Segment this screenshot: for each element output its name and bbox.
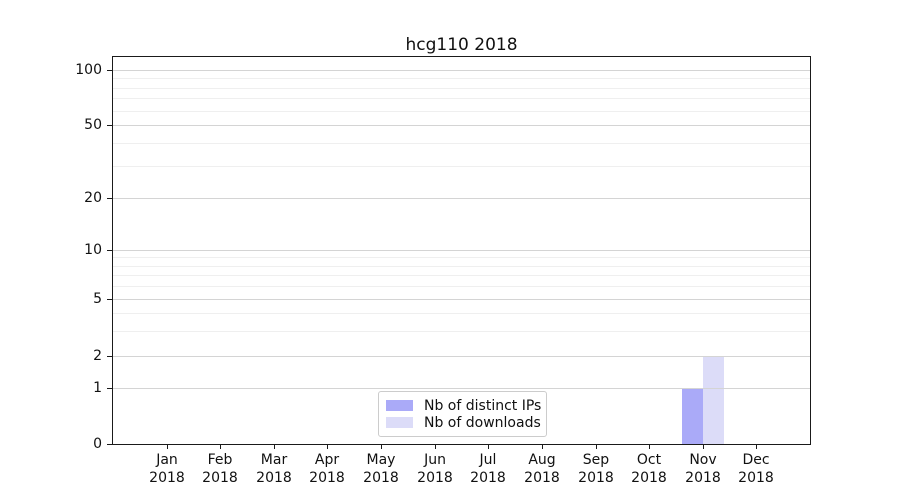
x-axis-tick-label: Feb 2018 [202, 452, 238, 486]
gridline-major [113, 125, 810, 126]
y-axis-tick-label: 1 [93, 380, 102, 396]
gridline-major [113, 70, 810, 71]
y-tick-mark [107, 356, 112, 357]
gridline-major [113, 388, 810, 389]
gridline-minor [113, 88, 810, 89]
x-axis-tick-label: Jun 2018 [417, 452, 453, 486]
y-tick-mark [107, 299, 112, 300]
gridline-minor [113, 275, 810, 276]
gridline-major [113, 356, 810, 357]
x-tick-mark [488, 444, 489, 449]
x-tick-mark [542, 444, 543, 449]
legend-swatch-distinct-ips [386, 400, 413, 411]
bar-nb-of-distinct-ips-nov [682, 388, 703, 444]
y-tick-mark [107, 125, 112, 126]
legend-item-distinct-ips: Nb of distinct IPs [386, 397, 542, 414]
legend-label-downloads: Nb of downloads [424, 414, 541, 431]
x-axis-tick-label: Sep 2018 [578, 452, 614, 486]
gridline-minor [113, 266, 810, 267]
gridline-minor [113, 111, 810, 112]
y-axis-tick-label: 10 [84, 242, 102, 258]
x-axis-tick-label: Nov 2018 [685, 452, 721, 486]
y-axis-tick-label: 20 [84, 190, 102, 206]
x-axis-tick-label: Aug 2018 [524, 452, 560, 486]
plot-area [112, 56, 811, 445]
y-tick-mark [107, 250, 112, 251]
gridline-major [113, 250, 810, 251]
gridline-major [113, 198, 810, 199]
chart-title: hcg110 2018 [405, 35, 518, 55]
x-tick-mark [649, 444, 650, 449]
x-tick-mark [756, 444, 757, 449]
gridline-minor [113, 286, 810, 287]
y-axis-tick-label: 100 [75, 62, 102, 78]
gridline-minor [113, 166, 810, 167]
x-tick-mark [167, 444, 168, 449]
legend: Nb of distinct IPs Nb of downloads [378, 391, 547, 437]
gridline-minor [113, 143, 810, 144]
x-tick-mark [435, 444, 436, 449]
x-tick-mark [703, 444, 704, 449]
y-tick-mark [107, 198, 112, 199]
gridline-minor [113, 331, 810, 332]
y-axis-tick-label: 5 [93, 291, 102, 307]
y-axis-tick-label: 50 [84, 117, 102, 133]
x-tick-mark [274, 444, 275, 449]
y-axis-tick-label: 0 [93, 436, 102, 452]
y-tick-mark [107, 444, 112, 445]
gridline-minor [113, 257, 810, 258]
x-axis-tick-label: May 2018 [363, 452, 399, 486]
gridline-minor [113, 313, 810, 314]
x-tick-mark [220, 444, 221, 449]
x-axis-tick-label: Jul 2018 [470, 452, 506, 486]
x-axis-tick-label: Jan 2018 [149, 452, 185, 486]
legend-label-distinct-ips: Nb of distinct IPs [424, 397, 542, 414]
x-tick-mark [381, 444, 382, 449]
x-axis-tick-label: Dec 2018 [738, 452, 774, 486]
x-tick-mark [596, 444, 597, 449]
x-axis-tick-label: Apr 2018 [309, 452, 345, 486]
x-axis-tick-label: Oct 2018 [631, 452, 667, 486]
legend-swatch-downloads [386, 417, 413, 428]
gridline-major [113, 299, 810, 300]
y-tick-mark [107, 388, 112, 389]
gridline-minor [113, 98, 810, 99]
legend-item-downloads: Nb of downloads [386, 414, 541, 431]
gridline-minor [113, 78, 810, 79]
bar-nb-of-downloads-nov [703, 356, 724, 444]
y-tick-mark [107, 70, 112, 71]
y-axis-tick-label: 2 [93, 348, 102, 364]
x-axis-tick-label: Mar 2018 [256, 452, 292, 486]
x-tick-mark [327, 444, 328, 449]
